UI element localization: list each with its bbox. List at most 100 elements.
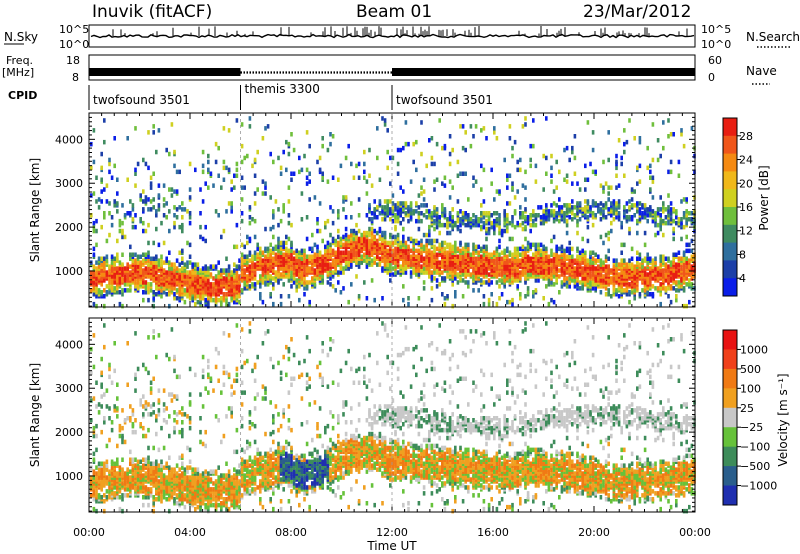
power-cell [508,173,512,178]
power-cell [464,215,467,220]
power-cell [298,284,301,289]
velocity-cell [103,323,106,328]
power-cell [532,290,535,295]
power-cell [664,262,668,267]
power-cell [633,274,636,279]
power-cell [565,222,569,228]
power-cell [209,282,213,287]
power-cell [316,220,319,226]
power-cell [266,252,270,257]
power-cell [220,268,223,273]
power-cell [181,266,184,271]
power-cell [550,238,553,244]
power-cell [641,288,644,293]
power-cell [404,201,408,206]
power-cell [524,246,527,252]
power-cell [121,288,124,293]
power-cell [344,250,348,255]
power-cell [394,264,397,269]
power-cell [485,211,488,216]
power-cell [209,288,213,293]
power-cell [594,201,597,206]
power-cell [524,207,527,212]
power-cell [456,173,460,178]
power-cell [147,290,150,295]
power-cell [370,211,374,216]
power-cell [417,215,421,220]
power-cell [152,130,155,135]
power-cell [547,301,551,307]
power-cell [355,258,358,263]
power-cell [636,256,639,261]
power-cell [214,141,218,147]
power-cell [685,213,688,218]
power-cell [482,270,486,275]
power-cell [389,278,392,283]
power-cell [633,203,636,208]
power-cell [129,256,132,261]
power-cell [142,258,145,263]
power-cell [420,120,423,125]
power-cell [633,136,636,141]
power-cell [394,250,397,255]
power-cell [472,183,475,188]
power-cell [448,242,452,248]
velocity-cell [103,465,106,470]
power-cell [493,126,496,131]
power-cell [651,262,655,267]
power-cell [482,252,486,257]
power-cell [238,264,241,269]
power-cell [425,209,428,214]
velocity-cell [97,469,101,474]
power-cell [532,218,535,224]
velocity-cell [113,491,116,496]
power-cell [511,236,514,242]
power-cell [381,266,384,271]
power-cell [628,299,631,305]
power-cell [482,167,486,173]
power-cell [602,240,605,246]
velocity-cell [97,493,101,498]
power-cell [630,256,634,261]
power-cell [446,274,449,279]
power-cell [256,187,259,192]
power-cell [529,222,532,228]
power-cell [168,303,171,309]
power-cell [368,250,371,255]
power-cell [287,278,291,283]
power-cell [552,270,556,275]
power-cell [378,226,382,232]
power-cell [160,294,163,299]
power-cell [662,232,665,238]
power-cell [519,296,522,301]
power-cell [435,264,439,269]
power-cell [396,246,400,252]
power-cell [555,252,558,257]
power-cell [511,153,514,159]
power-cell [394,207,397,212]
power-cell [459,124,462,129]
power-cell [584,205,587,210]
power-cell [464,171,467,176]
power-cell [454,294,457,299]
power-cell [498,244,501,250]
power-cell [188,270,192,275]
power-cell [295,288,298,293]
power-cell [230,187,233,192]
power-cell [638,139,642,145]
power-cell [308,171,311,176]
power-cell [602,185,605,190]
power-cell [433,211,436,216]
power-cell [129,270,132,275]
power-cell [155,226,158,232]
power-cell [298,169,301,175]
power-cell [516,246,519,252]
power-cell [628,230,631,236]
power-cell [422,203,426,208]
power-cell [617,294,621,299]
power-cell [451,254,454,259]
power-cell [105,270,109,275]
power-cell [420,185,423,190]
power-cell [417,266,421,271]
power-cell [126,274,129,279]
